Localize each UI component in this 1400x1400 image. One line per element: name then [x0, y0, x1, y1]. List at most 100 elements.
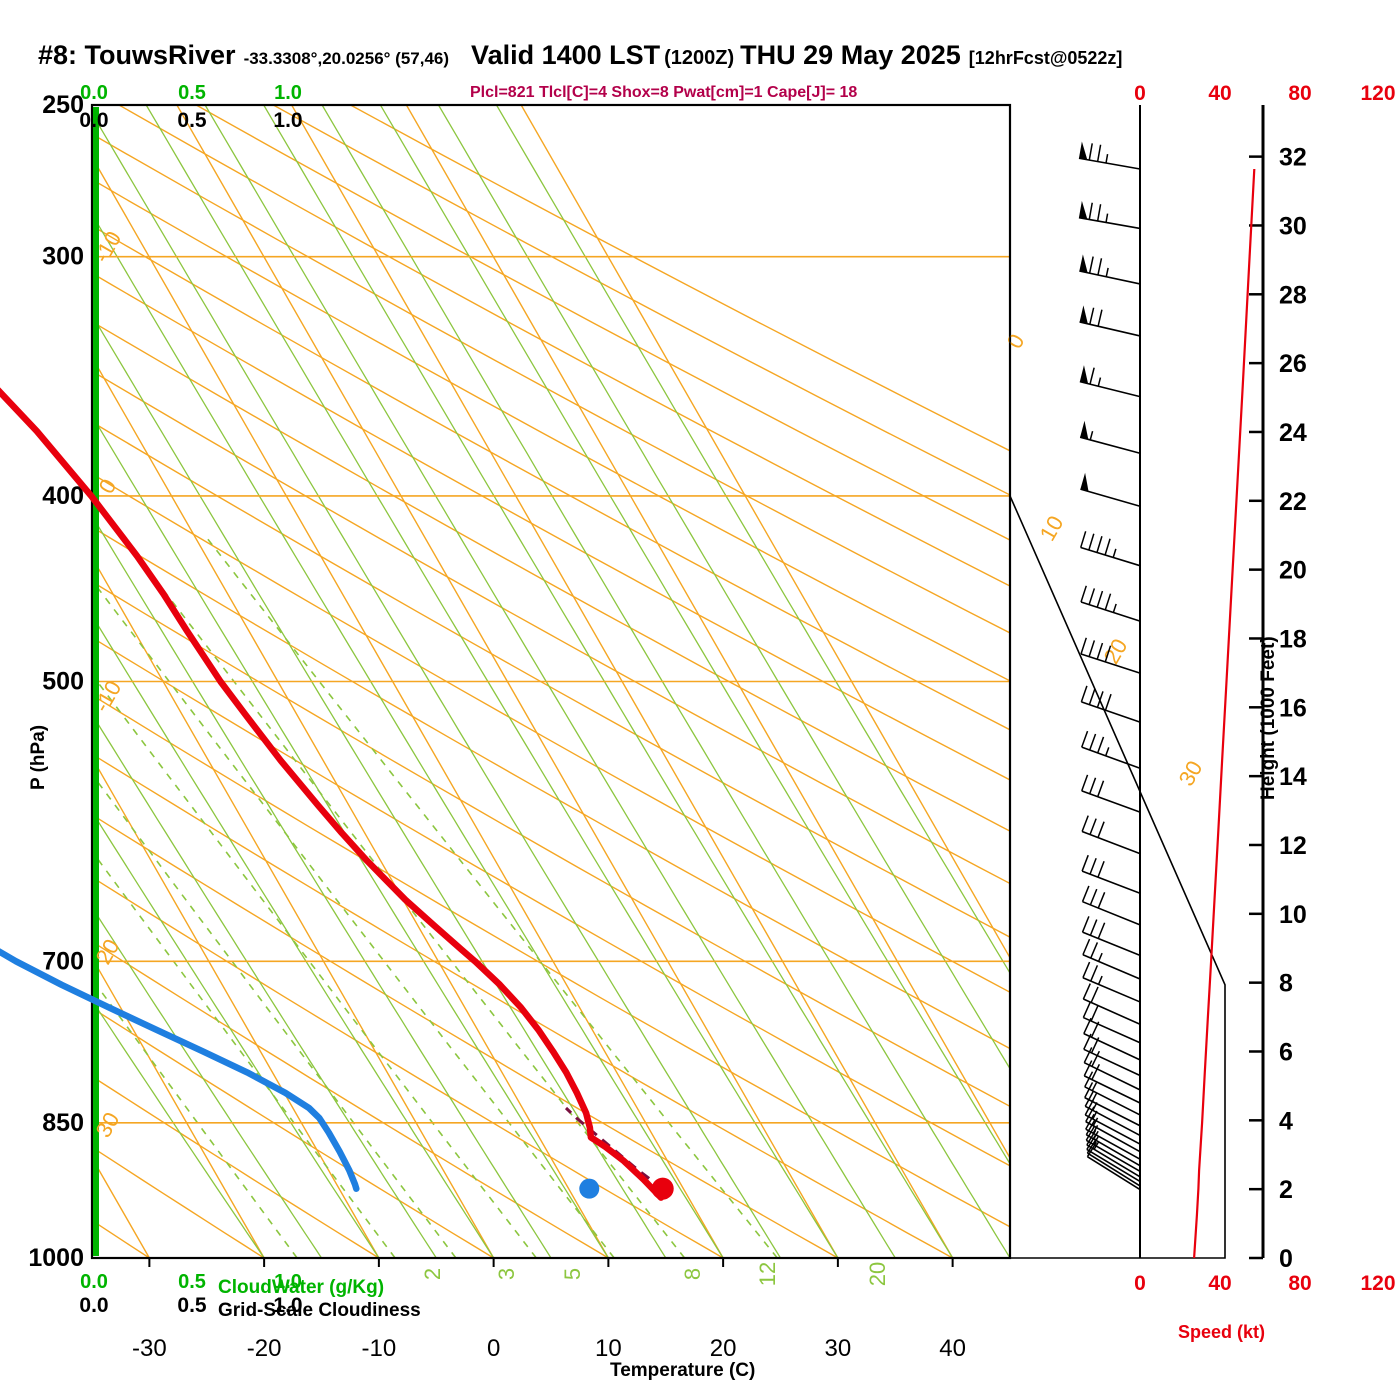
- dry-adiabat-line: [118, 105, 1010, 587]
- speed-tick-label: 120: [1360, 82, 1395, 105]
- valid-date: THU 29 May 2025: [740, 40, 961, 70]
- valid-time-zulu: (1200Z): [664, 47, 735, 69]
- speed-tick-label: 40: [1208, 1272, 1231, 1295]
- cloudiness-tick-label: 0.0: [79, 109, 108, 132]
- station-name: #8: TouwsRiver: [38, 40, 236, 70]
- wind-barb: [1079, 531, 1141, 567]
- saturated-adiabat-line: [92, 713, 437, 1258]
- mixing-ratio-label: 8: [680, 1268, 705, 1280]
- wind-barb: [1081, 815, 1141, 855]
- pressure-tick-label: 250: [42, 91, 84, 119]
- wind-barb: [1083, 1017, 1141, 1061]
- wind-barb: [1080, 637, 1141, 674]
- wind-barb: [1081, 774, 1141, 813]
- wind-barb: [1081, 916, 1141, 957]
- dry-adiabat-line: [92, 753, 953, 1258]
- speed-tick-label: 0: [1134, 82, 1146, 105]
- saturated-adiabat-line: [321, 105, 1010, 1258]
- wind-barb: [1081, 885, 1141, 926]
- valid-time: Valid 1400 LST: [471, 40, 661, 70]
- saturated-adiabat-line: [92, 614, 495, 1258]
- dry-adiabat-line: [272, 105, 1010, 496]
- wind-barb: [1083, 1060, 1141, 1104]
- wind-barb: [1084, 1071, 1141, 1116]
- isotherm-line: [0, 105, 35, 1258]
- height-tick-label: 30: [1279, 212, 1307, 240]
- dry-adiabat-line: [92, 225, 1010, 731]
- cloudwater-tick-label: 0.5: [178, 82, 206, 104]
- temperature-tick-label: -30: [132, 1335, 167, 1362]
- sounding-parameters: Plcl=821 Tlcl[C]=4 Shox=8 Pwat[cm]=1 Cap…: [470, 84, 858, 101]
- dry-adiabat-line: [92, 178, 1010, 682]
- isotherm-line: [92, 756, 380, 1258]
- pressure-axis: 250 300 400 500 700 850 1000: [28, 91, 84, 1272]
- wind-barb: [1080, 585, 1141, 622]
- dry-adiabat-line: [92, 421, 1010, 938]
- isotherm-line: [92, 956, 265, 1258]
- cloudwater-tick-label: 1.0: [274, 1271, 302, 1293]
- height-tick-label: 0: [1279, 1245, 1293, 1273]
- saturated-adiabat-line: [92, 414, 609, 1258]
- cloudiness-tick-label: 0.5: [177, 1294, 207, 1317]
- mixing-ratio-line: [92, 673, 537, 1258]
- height-tick-label: 20: [1279, 557, 1307, 585]
- dry-adiabat-line: [350, 105, 1010, 452]
- wind-barb: [1086, 1138, 1141, 1187]
- height-tick-label: 24: [1279, 419, 1307, 447]
- saturated-adiabat-line: [92, 999, 265, 1258]
- height-tick-label: 18: [1279, 625, 1307, 653]
- saturated-adiabat-line: [204, 105, 896, 1258]
- speed-tick-label: 40: [1208, 82, 1231, 105]
- plot-frame: [90, 103, 1012, 1260]
- parcel-profile: [564, 1106, 664, 1190]
- saturated-adiabat-line: [495, 105, 1010, 975]
- height-profile: [1193, 168, 1256, 1259]
- wind-barb: [1081, 854, 1141, 895]
- wind-barb: [1078, 200, 1141, 230]
- wind-barb: [1080, 685, 1141, 723]
- dry-adiabat-line: [92, 636, 1010, 1167]
- pressure-tick-label: 500: [42, 668, 84, 696]
- mixing-ratio-line: [92, 772, 457, 1258]
- speed-axis-label: Speed (kt): [1178, 1322, 1266, 1342]
- temperature-tick-label: 0: [487, 1335, 500, 1362]
- height-tick-label: 26: [1279, 350, 1307, 378]
- dry-adiabat-label: 20: [1099, 634, 1133, 668]
- dry-adiabat-line: [92, 876, 724, 1258]
- saturated-adiabat-line: [92, 810, 380, 1258]
- cloudiness-tick-label: 1.0: [273, 1294, 302, 1317]
- height-tick-label: 8: [1279, 970, 1293, 998]
- height-tick-label: 16: [1279, 694, 1307, 722]
- cloudwater-axis: 0.00.00.50.51.01.00.00.00.50.51.01.0: [79, 82, 302, 1317]
- height-axis-label: Height (1000 Feet): [1258, 636, 1279, 800]
- cloudiness-tick-label: 0.0: [79, 1294, 108, 1317]
- cloudwater-tick-label: 1.0: [274, 82, 302, 104]
- surface-dewpoint-marker: [579, 1178, 600, 1199]
- temperature-tick-label: 30: [825, 1335, 852, 1362]
- dry-adiabat-line: [195, 105, 1010, 541]
- wind-barb-panel: [1009, 105, 1226, 1259]
- mixing-ratio-label: 3: [494, 1268, 519, 1280]
- dry-adiabat-line: [92, 320, 1010, 832]
- height-tick-label: 6: [1279, 1038, 1293, 1066]
- cloudwater-tick-label: 0.0: [80, 82, 108, 104]
- temperature-tick-label: 10: [595, 1335, 622, 1362]
- saturated-adiabat-line: [92, 514, 552, 1258]
- wind-barb: [1082, 938, 1141, 980]
- speed-tick-label: 80: [1288, 1272, 1311, 1295]
- cloudiness-axis-label: Grid-Scale Cloudiness: [218, 1300, 421, 1321]
- mixing-ratio-line: [205, 536, 778, 1258]
- height-tick-label: 4: [1279, 1107, 1293, 1135]
- dry-adiabat-line: [92, 370, 1010, 885]
- cloudiness-tick-label: 1.0: [273, 109, 302, 132]
- pressure-axis-label: P (hPa): [28, 724, 49, 790]
- dry-adiabat-line: [0, 105, 35, 1258]
- temperature-axis: -30 -20 -10 0 10 20 30 40: [132, 1258, 966, 1362]
- height-tick-label: 14: [1279, 763, 1307, 791]
- page-title: #8: TouwsRiver -33.3308°,20.0256° (57,46)…: [38, 40, 1378, 74]
- height-tick-label: 10: [1279, 901, 1307, 929]
- wind-barb: [1080, 472, 1141, 508]
- wind-barb: [1083, 1033, 1141, 1077]
- mixing-ratio-label: 5: [560, 1268, 585, 1280]
